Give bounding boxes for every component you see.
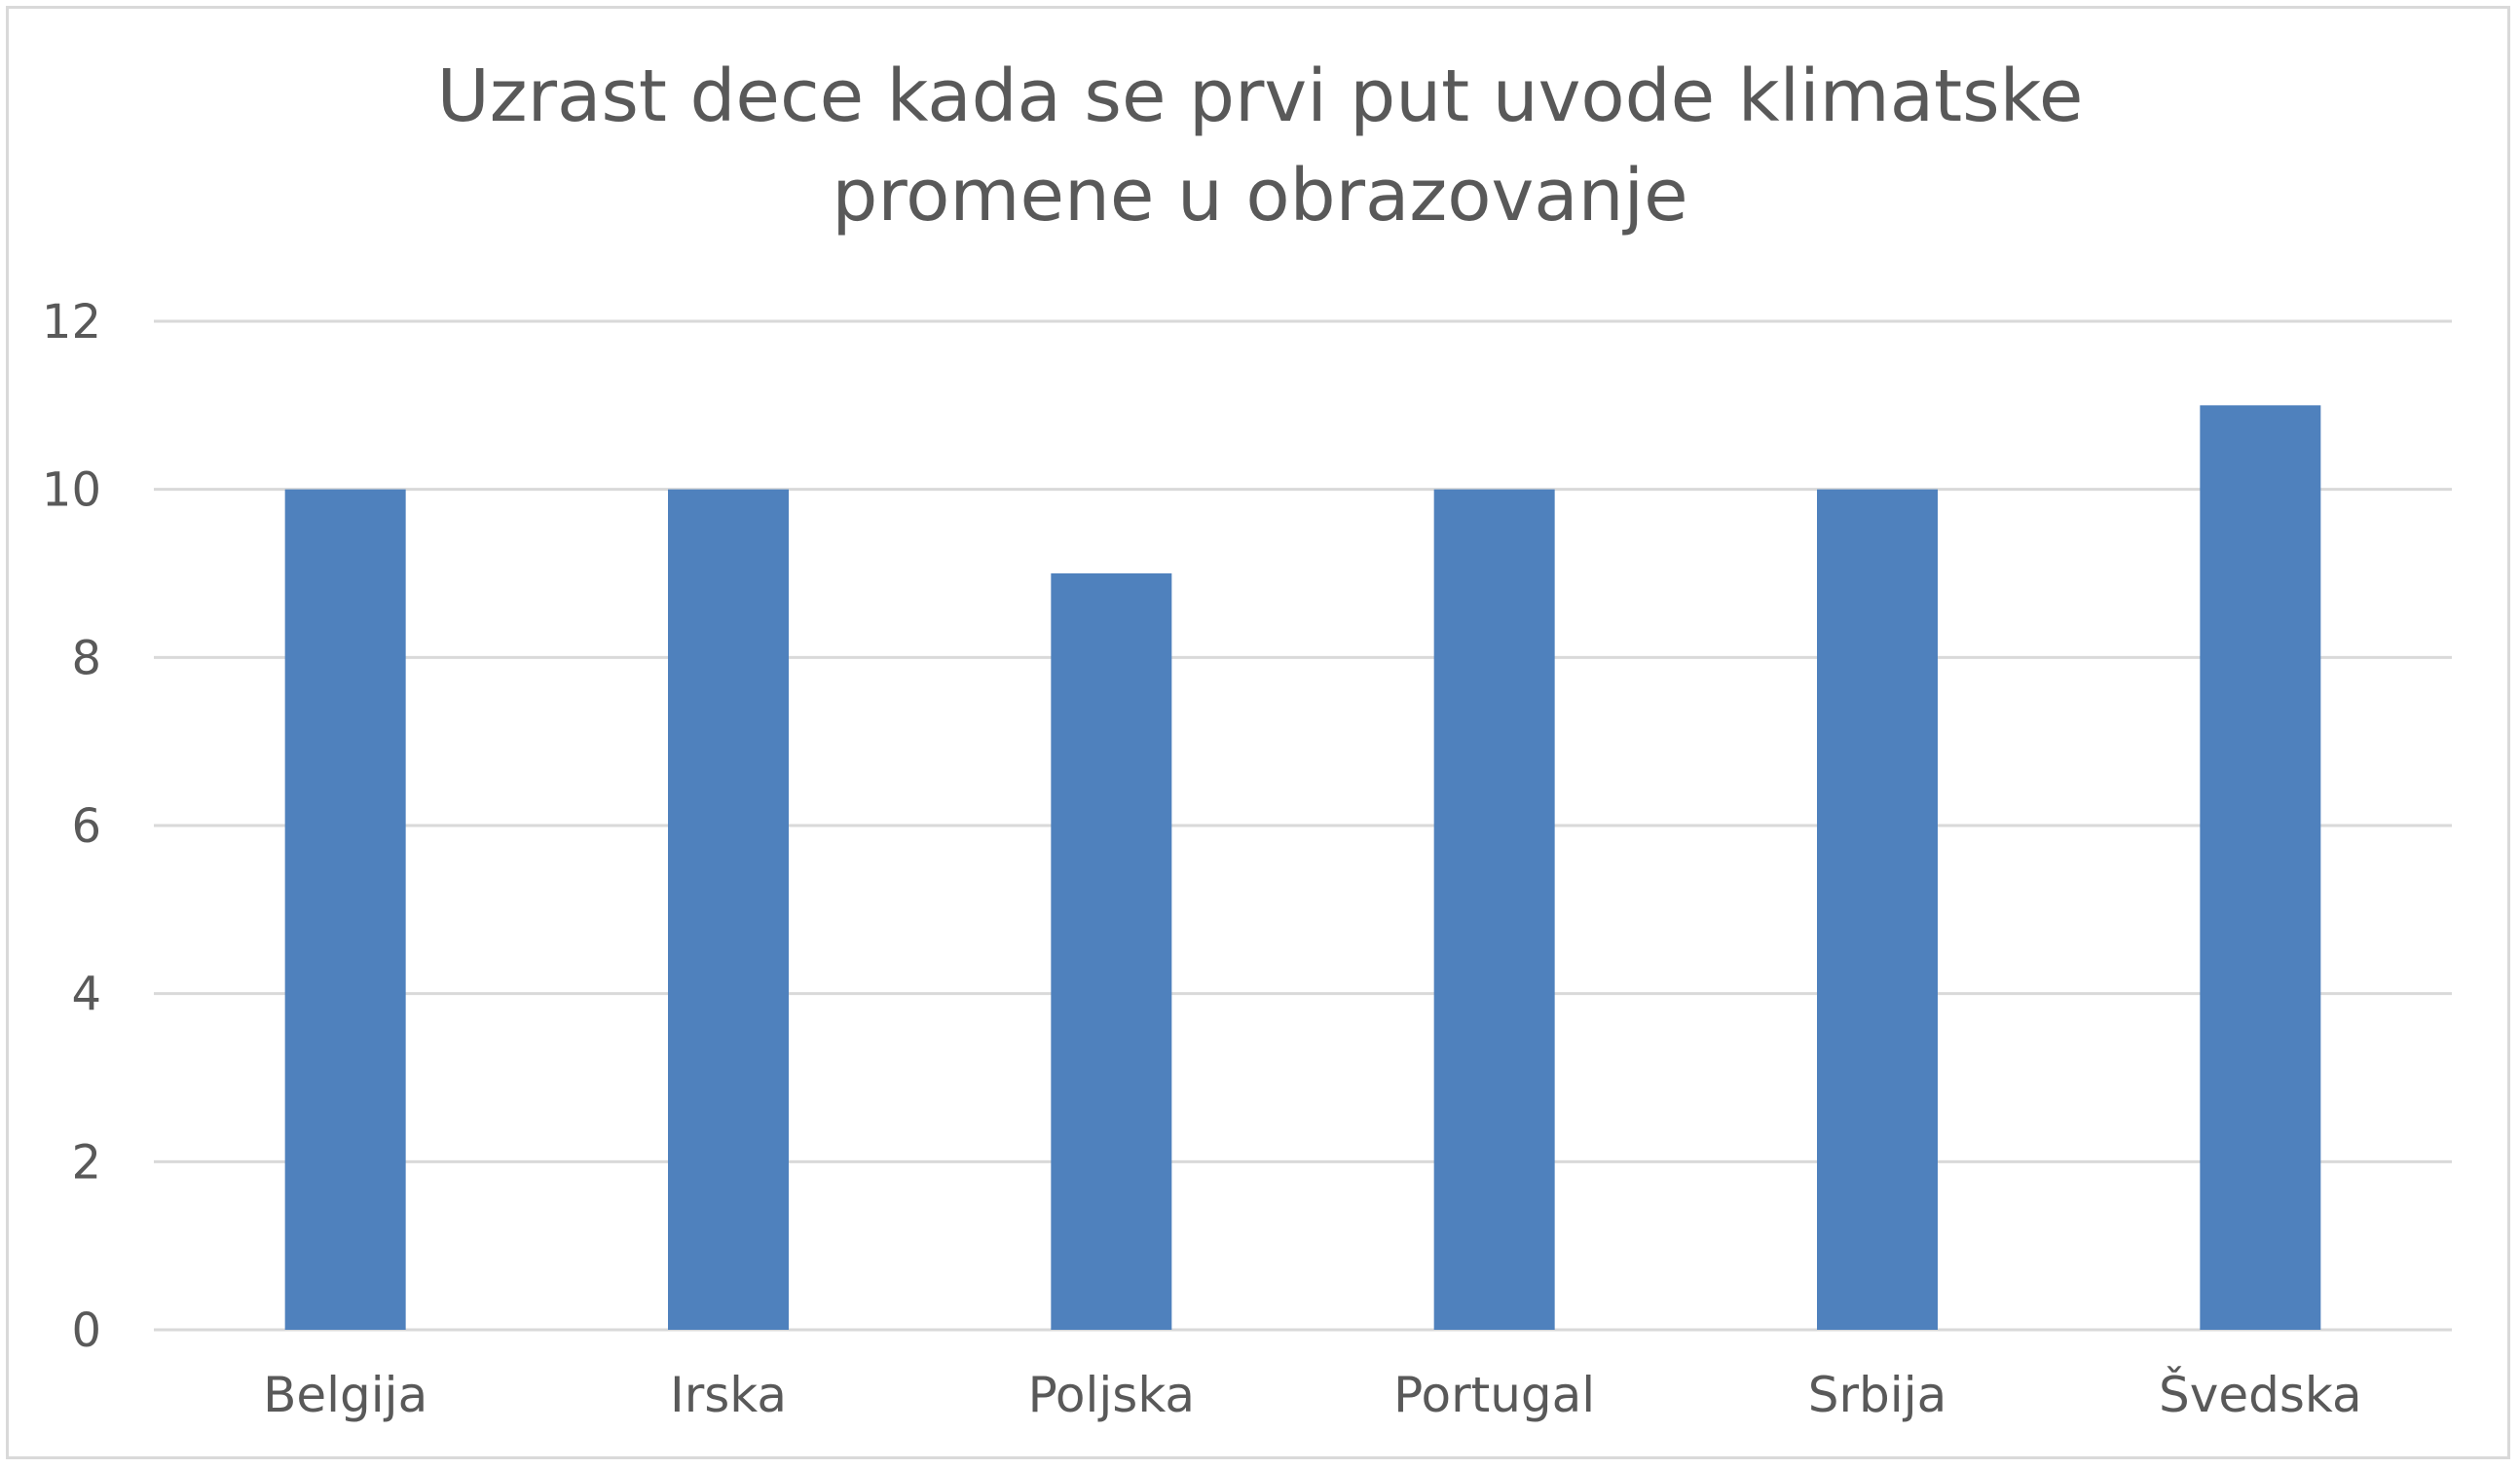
- chart-frame: [6, 6, 2510, 1459]
- gridlines: [154, 319, 2452, 1332]
- chart-title-line-2: promene u obrazovanje: [832, 154, 1688, 238]
- chart-title-line-1: Uzrast dece kada se prvi put uvode klima…: [436, 55, 2084, 138]
- x-axis-category-labels: Belgija Irska Poljska Portugal Srbija Švedska: [263, 1366, 2362, 1423]
- x-category-label: Irska: [670, 1367, 787, 1423]
- y-tick-label: 12: [42, 295, 101, 349]
- y-tick-label: 4: [71, 968, 101, 1022]
- x-category-label: Srbija: [1808, 1367, 1946, 1423]
- bar-belgija: [284, 489, 406, 1331]
- y-tick-label: 0: [71, 1304, 101, 1358]
- bar-srbija: [1817, 489, 1938, 1331]
- bar-švedska: [2200, 405, 2321, 1330]
- x-category-label: Belgija: [263, 1367, 427, 1423]
- y-axis-tick-labels: 0 2 4 6 8 10 12: [42, 295, 101, 1358]
- y-tick-label: 10: [42, 463, 101, 518]
- bar-irska: [668, 489, 789, 1331]
- y-tick-label: 8: [71, 631, 101, 685]
- x-category-label: Portugal: [1393, 1367, 1595, 1423]
- bars: [284, 405, 2321, 1331]
- x-category-label: Poljska: [1028, 1367, 1196, 1423]
- y-tick-label: 6: [71, 799, 101, 854]
- bar-portugal: [1433, 489, 1555, 1331]
- bar-poljska: [1051, 573, 1172, 1330]
- x-category-label: Švedska: [2159, 1366, 2362, 1423]
- y-tick-label: 2: [71, 1135, 101, 1190]
- chart-title: Uzrast dece kada se prvi put uvode klima…: [0, 47, 2520, 245]
